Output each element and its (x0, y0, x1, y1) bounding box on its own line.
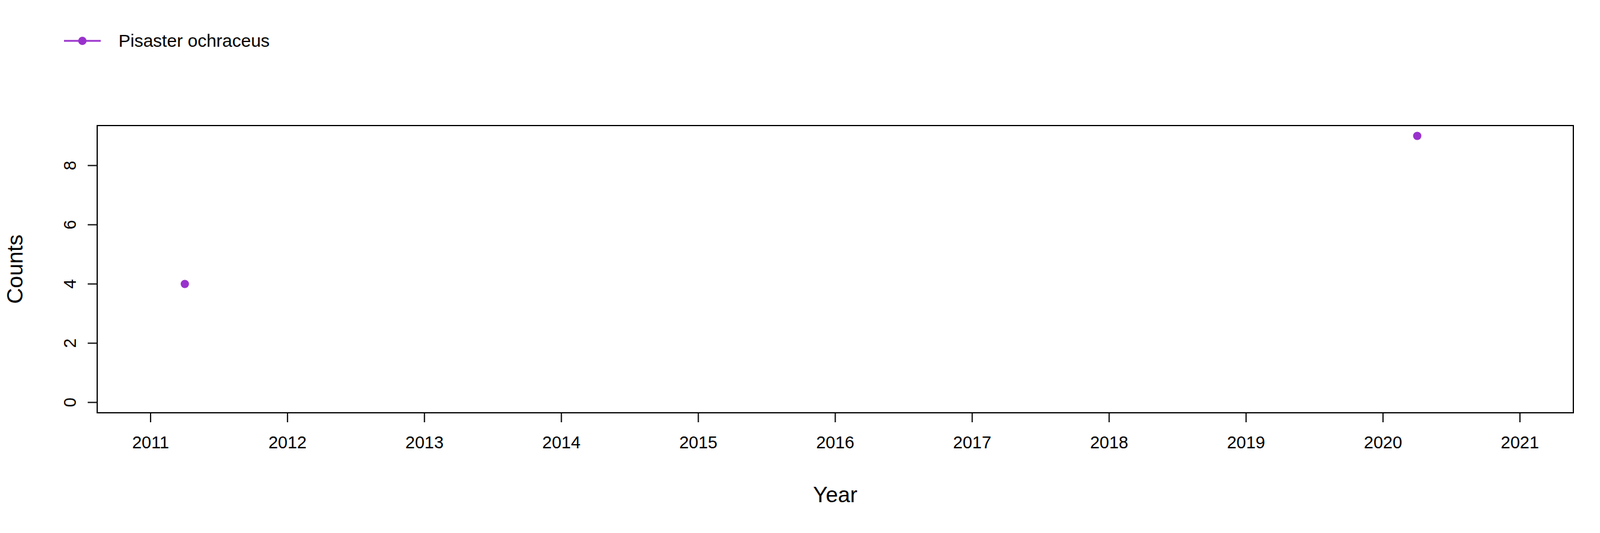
x-tick (423, 413, 425, 423)
plot-frame (97, 125, 1574, 414)
y-tick-label: 6 (60, 219, 80, 230)
x-tick-label: 2014 (542, 433, 581, 453)
y-tick-label: 2 (60, 338, 80, 348)
y-tick (87, 343, 98, 345)
data-point (1413, 132, 1422, 141)
x-tick (1245, 413, 1247, 423)
y-tick (87, 402, 98, 404)
x-axis-label: Year (813, 482, 858, 508)
x-tick (149, 413, 152, 423)
x-tick-label: 2016 (816, 433, 855, 453)
y-tick (87, 165, 98, 167)
x-tick (1519, 413, 1521, 423)
chart-root: 2011201220132014201520162017201820192020… (0, 0, 1600, 533)
legend-label: Pisaster ochraceus (118, 30, 270, 51)
x-tick (1108, 413, 1110, 423)
y-tick-label: 4 (60, 279, 80, 289)
x-tick-label: 2011 (132, 433, 169, 453)
x-tick (971, 413, 974, 423)
x-tick-label: 2013 (405, 433, 444, 453)
x-tick-label: 2020 (1364, 433, 1403, 453)
x-tick (834, 413, 837, 423)
x-tick-label: 2012 (268, 433, 307, 453)
y-tick (87, 283, 98, 286)
x-tick-label: 2021 (1501, 433, 1540, 453)
x-tick (697, 413, 699, 423)
y-tick (87, 224, 98, 226)
y-tick-label: 0 (60, 397, 80, 408)
y-axis-label: Counts (2, 234, 28, 304)
data-group (180, 132, 1422, 289)
x-tick-label: 2015 (679, 433, 718, 453)
x-tick (560, 413, 562, 423)
x-tick (1382, 413, 1384, 423)
x-tick-label: 2018 (1089, 433, 1129, 453)
chart: 2011201220132014201520162017201820192020… (0, 0, 1600, 533)
x-tick-label: 2019 (1226, 433, 1266, 453)
x-tick (286, 413, 288, 423)
y-tick-label: 8 (60, 160, 80, 171)
legend-marker (78, 36, 87, 46)
x-tick-label: 2017 (952, 433, 992, 453)
data-point (180, 280, 190, 289)
